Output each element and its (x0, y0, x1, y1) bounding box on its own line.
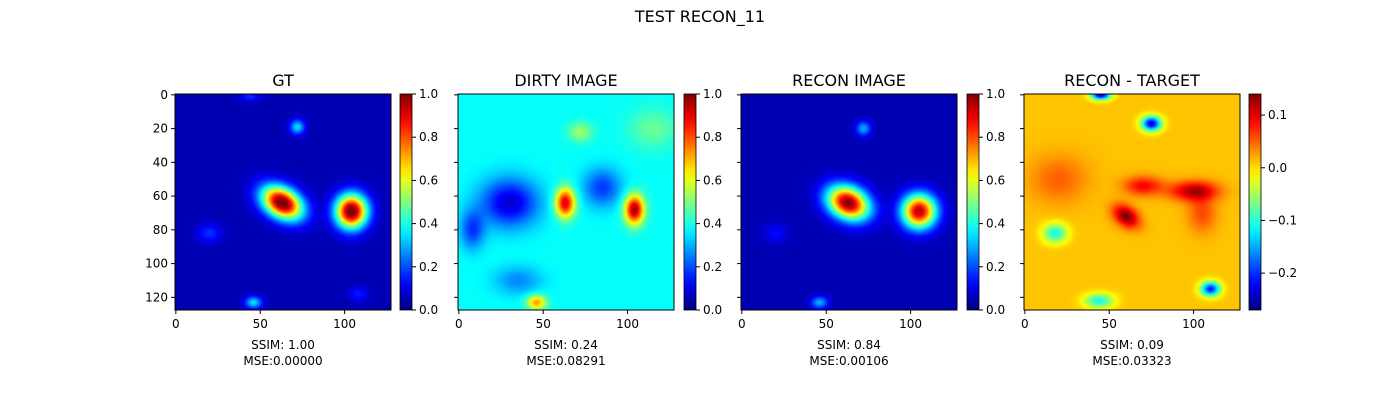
colorbar-tick-label: 0.6 (419, 173, 438, 187)
y-tick-label: 60 (153, 189, 168, 203)
colorbar-tick-label: −0.1 (1268, 213, 1297, 227)
axes-frame (174, 93, 392, 311)
colorbar-tick-label: 0.0 (1268, 161, 1287, 175)
colorbar-gradient (683, 93, 697, 311)
colorbar-tick-label: 0.2 (419, 260, 438, 274)
x-tick-label: 0 (455, 317, 463, 331)
ssim-label: SSIM: 0.84 (817, 338, 881, 352)
colorbar-tick-label: 0.6 (703, 173, 722, 187)
colorbar-tick-label: 1.0 (419, 87, 438, 101)
colorbar-tick-label: 0.0 (986, 303, 1005, 317)
mse-label: MSE:0.00000 (243, 354, 322, 368)
colorbar-tick-label: 0.0 (703, 303, 722, 317)
colorbar-tick-label: 0.4 (986, 217, 1005, 231)
panel-title: RECON - TARGET (1064, 71, 1200, 90)
panel-1: GT 0 50 100 0 20 40 60 80 100 120 0.0 0.2 0.4 0.6 0.8 1.… (145, 71, 438, 368)
colorbar-tick-label: 1.0 (986, 87, 1005, 101)
y-tick-label: 40 (153, 155, 168, 169)
colorbar-tick-label: 0.2 (703, 260, 722, 274)
y-tick-label: 100 (145, 257, 168, 271)
heatmap-image (1024, 94, 1240, 310)
colorbar-tick-label: 0.4 (419, 217, 438, 231)
colorbar-tick-label: 0.8 (703, 130, 722, 144)
panels: GT 0 50 100 0 20 40 60 80 100 120 0.0 0.2 0.4 0.6 0.8 1.… (145, 71, 1297, 368)
colorbar-tick-label: 0.0 (419, 303, 438, 317)
heatmap-image (458, 94, 674, 310)
x-tick-label: 50 (253, 317, 268, 331)
panel-title: RECON IMAGE (792, 71, 906, 90)
panel-4: RECON - TARGET 0 50 100 −0.2 −0.1 0.0 0.1 SSIM: … (1020, 71, 1297, 368)
colorbar-gradient (966, 93, 980, 311)
panel-title: DIRTY IMAGE (514, 71, 617, 90)
axes-frame (740, 93, 958, 311)
colorbar: 0.0 0.2 0.4 0.6 0.8 1.0 (399, 87, 438, 317)
x-tick-label: 100 (1182, 317, 1205, 331)
colorbar-tick-label: −0.2 (1268, 266, 1297, 280)
colorbar: 0.0 0.2 0.4 0.6 0.8 1.0 (966, 87, 1005, 317)
x-tick-label: 0 (1021, 317, 1029, 331)
panel-2: DIRTY IMAGE 0 50 100 0.0 0.2 0.4 0.6 0.8 1.0 SSIM:… (454, 71, 722, 368)
heatmap-image (175, 94, 391, 310)
x-tick-label: 100 (333, 317, 356, 331)
x-tick-label: 50 (819, 317, 834, 331)
colorbar: −0.2 −0.1 0.0 0.1 (1248, 93, 1297, 311)
colorbar-gradient (1248, 93, 1262, 311)
mse-label: MSE:0.03323 (1092, 354, 1171, 368)
colorbar: 0.0 0.2 0.4 0.6 0.8 1.0 (683, 87, 722, 317)
x-tick-label: 50 (536, 317, 551, 331)
ssim-label: SSIM: 0.09 (1100, 338, 1164, 352)
x-tick-label: 50 (1102, 317, 1117, 331)
colorbar-gradient (399, 93, 413, 311)
x-tick-label: 0 (172, 317, 180, 331)
x-tick-label: 0 (738, 317, 746, 331)
colorbar-tick-label: 0.1 (1268, 108, 1287, 122)
mse-label: MSE:0.08291 (526, 354, 605, 368)
panel-title: GT (272, 71, 294, 90)
figure-suptitle: TEST RECON_11 (634, 7, 765, 27)
colorbar-tick-label: 0.8 (986, 130, 1005, 144)
colorbar-tick-label: 1.0 (703, 87, 722, 101)
heatmap-image (741, 94, 957, 310)
ssim-label: SSIM: 1.00 (251, 338, 315, 352)
y-tick-label: 80 (153, 223, 168, 237)
colorbar-tick-label: 0.4 (703, 217, 722, 231)
y-tick-label: 20 (153, 122, 168, 136)
axes-frame (1023, 93, 1241, 311)
mse-label: MSE:0.00106 (809, 354, 888, 368)
axes-frame (457, 93, 675, 311)
colorbar-tick-label: 0.8 (419, 130, 438, 144)
ssim-label: SSIM: 0.24 (534, 338, 598, 352)
colorbar-tick-label: 0.6 (986, 173, 1005, 187)
x-tick-label: 100 (616, 317, 639, 331)
panel-3: RECON IMAGE 0 50 100 0.0 0.2 0.4 0.6 0.8 1.0 SSIM:… (737, 71, 1005, 368)
y-tick-label: 0 (160, 88, 168, 102)
y-tick-label: 120 (145, 290, 168, 304)
x-tick-label: 100 (899, 317, 922, 331)
colorbar-tick-label: 0.2 (986, 260, 1005, 274)
